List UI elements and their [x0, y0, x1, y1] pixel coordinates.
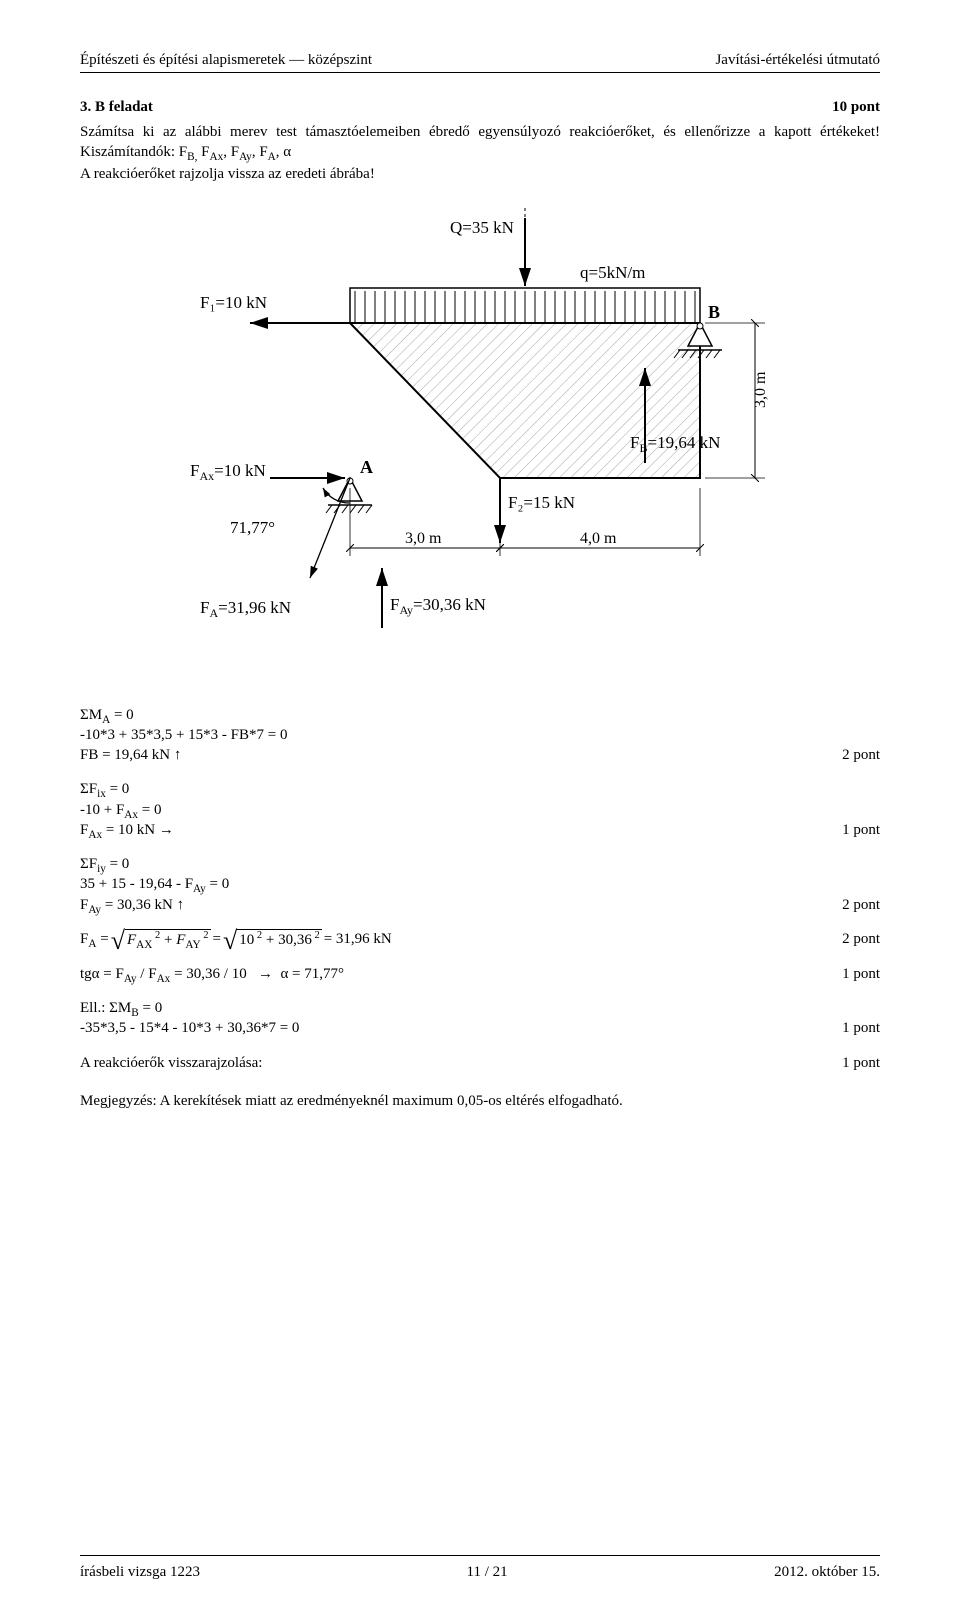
footer-center: 11 / 21: [467, 1562, 508, 1582]
label-angle: 71,77°: [230, 518, 275, 537]
header-rule: [80, 72, 880, 73]
label-A: A: [360, 457, 373, 477]
footer-right: 2012. október 15.: [774, 1562, 880, 1582]
structural-diagram: q=5kN/m Q=35 kN F₁=10 kN B: [80, 198, 880, 644]
task-text-1: Számítsa ki az alábbi merev test támaszt…: [80, 122, 880, 163]
eq-MA-3: FB = 19,64 kN ↑: [80, 745, 822, 765]
calc-block-alpha: tgα = FAy / FAx = 30,36 / 10 → α = 71,77…: [80, 964, 880, 984]
pts-MA: 2 pont: [822, 745, 880, 765]
task-heading: 3. B feladat 10 pont: [80, 97, 880, 117]
calc-block-MA: ΣMA = 0 -10*3 + 35*3,5 + 15*3 - FB*7 = 0…: [80, 705, 880, 766]
label-FA: FA=31,96 kN: [200, 598, 291, 620]
task-label: 3. B feladat: [80, 99, 153, 115]
eq-check-2: -35*3,5 - 15*4 - 10*3 + 30,36*7 = 0: [80, 1018, 822, 1038]
page-header: Építészeti és építési alapismeretek — kö…: [80, 50, 880, 70]
label-B: B: [708, 302, 720, 322]
eq-check-1: Ell.: ΣMB = 0: [80, 998, 880, 1018]
calc-block-FA: FA = √FAX 2 + FAY 2 = √10 2 + 30,36 2 = …: [80, 929, 880, 950]
page-footer: írásbeli vizsga 1223 11 / 21 2012. októb…: [80, 1549, 880, 1582]
support-A-icon: [326, 478, 372, 513]
label-height: 3,0 m: [752, 371, 769, 408]
eq-Fiy-3: FAy = 30,36 kN ↑: [80, 895, 822, 915]
pts-Fiy: 2 pont: [822, 895, 880, 915]
calc-block-check: Ell.: ΣMB = 0 -35*3,5 - 15*4 - 10*3 + 30…: [80, 998, 880, 1039]
note: Megjegyzés: A kerekítések miatt az eredm…: [80, 1091, 880, 1111]
eq-Fiy-2: 35 + 15 - 19,64 - FAy = 0: [80, 874, 880, 894]
eq-Fix-2: -10 + FAx = 0: [80, 800, 880, 820]
pts-alpha: 1 pont: [822, 964, 880, 984]
task-points: 10 pont: [832, 97, 880, 117]
pts-redraw: 1 pont: [822, 1053, 880, 1073]
label-q: q=5kN/m: [580, 263, 645, 282]
calc-block-Fix: ΣFix = 0 -10 + FAx = 0 FAx = 10 kN → 1 p…: [80, 779, 880, 840]
eq-redraw: A reakcióerők visszarajzolása:: [80, 1053, 822, 1073]
label-F1: F₁=10 kN: [200, 293, 267, 312]
eq-Fiy-1: ΣFiy = 0: [80, 854, 880, 874]
label-Q: Q=35 kN: [450, 218, 514, 237]
header-left: Építészeti és építési alapismeretek — kö…: [80, 50, 372, 70]
eq-FA: FA = √FAX 2 + FAY 2 = √10 2 + 30,36 2 = …: [80, 929, 822, 950]
pts-check: 1 pont: [822, 1018, 880, 1038]
eq-Fix-3: FAx = 10 kN →: [80, 820, 822, 840]
page: Építészeti és építési alapismeretek — kö…: [0, 0, 960, 1622]
pts-Fix: 1 pont: [822, 820, 880, 840]
calc-block-Fiy: ΣFiy = 0 35 + 15 - 19,64 - FAy = 0 FAy =…: [80, 854, 880, 915]
footer-rule: [80, 1555, 880, 1556]
label-F2: F₂=15 kN: [508, 493, 575, 512]
label-FAx: FAx=10 kN: [190, 461, 266, 483]
label-dim2: 4,0 m: [580, 530, 617, 547]
footer-left: írásbeli vizsga 1223: [80, 1562, 200, 1582]
header-right: Javítási-értékelési útmutató: [715, 50, 880, 70]
eq-Fix-1: ΣFix = 0: [80, 779, 880, 799]
diagram-svg: q=5kN/m Q=35 kN F₁=10 kN B: [160, 198, 800, 638]
task-text-2: A reakcióerőket rajzolja vissza az erede…: [80, 164, 880, 184]
label-dim1: 3,0 m: [405, 530, 442, 547]
calc-block-redraw: A reakcióerők visszarajzolása: 1 pont: [80, 1053, 880, 1073]
label-FAy: FAy=30,36 kN: [390, 595, 486, 617]
eq-alpha: tgα = FAy / FAx = 30,36 / 10 → α = 71,77…: [80, 964, 822, 984]
eq-MA-2: -10*3 + 35*3,5 + 15*3 - FB*7 = 0: [80, 725, 880, 745]
eq-MA-1: ΣMA = 0: [80, 705, 880, 725]
pts-FA: 2 pont: [822, 929, 880, 949]
